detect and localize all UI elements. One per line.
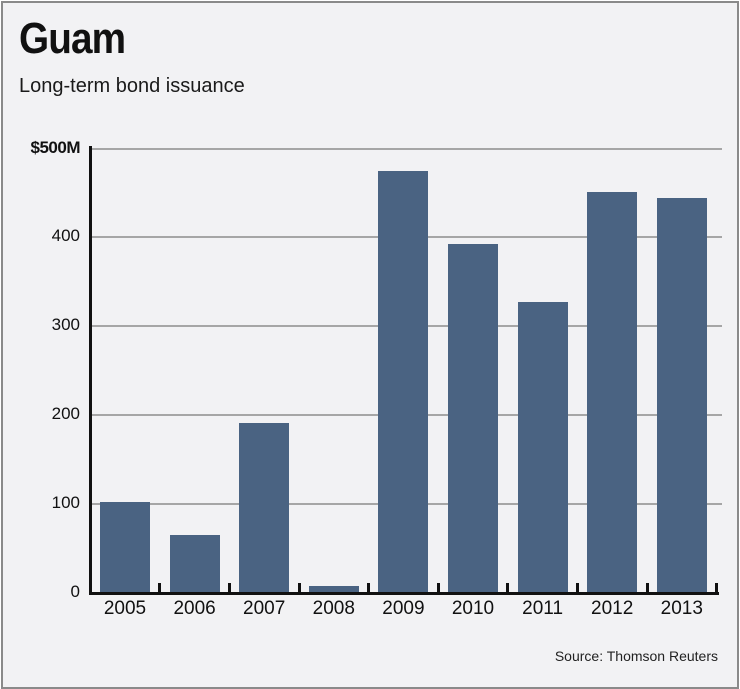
x-axis-tick [297, 583, 301, 593]
y-tick-label: 100 [51, 493, 80, 513]
bar-2006 [169, 535, 220, 593]
x-tick-label: 2009 [382, 598, 425, 619]
y-axis [89, 146, 92, 595]
x-axis-tick [575, 583, 579, 593]
x-tick-label: 2007 [243, 598, 286, 619]
x-tick-label: 2013 [660, 598, 703, 619]
gridline [90, 147, 722, 150]
y-tick-label: 400 [51, 226, 80, 246]
x-axis-tick [158, 583, 162, 593]
x-axis-tick [645, 583, 649, 593]
bar-2013 [656, 198, 707, 593]
bar-2012 [587, 192, 638, 593]
bar-2007 [239, 423, 290, 593]
bar-2009 [378, 170, 429, 593]
y-tick-label: 200 [51, 404, 80, 424]
chart-subtitle: Long-term bond issuance [19, 75, 245, 97]
x-axis [89, 592, 719, 595]
x-axis-tick [715, 583, 719, 593]
y-tick-label: $500M [30, 137, 81, 157]
x-axis-tick [227, 583, 231, 593]
x-tick-label: 2011 [522, 598, 564, 619]
bar-2011 [517, 302, 568, 593]
x-tick-label: 2012 [591, 598, 634, 619]
bar-2005 [100, 502, 150, 593]
x-axis-tick [367, 583, 371, 593]
x-tick-label: 2008 [312, 598, 355, 619]
x-tick-label: 2006 [173, 598, 216, 619]
x-tick-label: 2005 [103, 598, 147, 619]
x-axis-tick [506, 583, 510, 593]
bar-2008 [308, 585, 359, 593]
bar-2010 [448, 243, 498, 593]
source-note: Source: Thomson Reuters [554, 648, 718, 664]
x-axis-tick [436, 583, 440, 593]
y-tick-label: 300 [51, 315, 80, 335]
chart-title: Guam [19, 14, 126, 63]
y-tick-label: 0 [70, 582, 80, 601]
x-tick-label: 2010 [451, 598, 495, 619]
